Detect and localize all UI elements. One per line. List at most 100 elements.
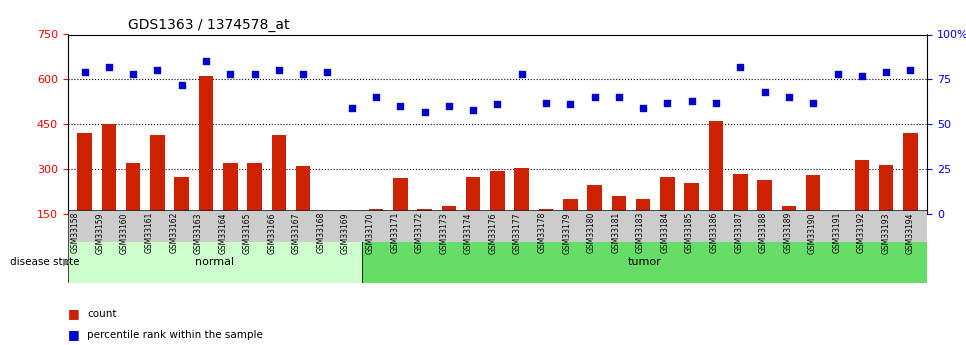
- Text: disease state: disease state: [10, 257, 79, 267]
- Bar: [733, 174, 748, 259]
- Point: [490, 102, 505, 107]
- Point: [514, 71, 529, 77]
- Bar: [175, 177, 189, 259]
- Bar: [296, 166, 310, 259]
- Bar: [611, 196, 626, 259]
- Bar: [660, 177, 675, 259]
- Text: GSM33181: GSM33181: [611, 212, 620, 253]
- Bar: [587, 186, 602, 259]
- Bar: [539, 209, 554, 259]
- Bar: [879, 165, 894, 259]
- Point: [247, 71, 263, 77]
- Bar: [806, 175, 820, 259]
- Bar: [855, 160, 869, 259]
- Point: [902, 68, 918, 73]
- Text: GSM33161: GSM33161: [145, 212, 154, 253]
- Point: [684, 98, 699, 104]
- Point: [198, 59, 213, 64]
- Bar: [199, 76, 213, 259]
- FancyBboxPatch shape: [68, 241, 362, 283]
- Point: [781, 95, 797, 100]
- Bar: [271, 135, 286, 259]
- Point: [611, 95, 627, 100]
- FancyBboxPatch shape: [68, 210, 927, 241]
- Bar: [417, 209, 432, 259]
- Point: [466, 107, 481, 112]
- Text: GSM33194: GSM33194: [906, 212, 915, 254]
- Text: ▶: ▶: [63, 257, 71, 267]
- Point: [368, 95, 384, 100]
- Point: [101, 64, 117, 70]
- Text: GSM33166: GSM33166: [268, 212, 276, 254]
- Text: GSM33185: GSM33185: [685, 212, 694, 253]
- Point: [660, 100, 675, 106]
- Point: [562, 102, 578, 107]
- Text: ■: ■: [68, 307, 79, 321]
- Text: GSM33170: GSM33170: [366, 212, 375, 254]
- Bar: [393, 178, 408, 259]
- Text: GSM33193: GSM33193: [882, 212, 891, 254]
- Bar: [563, 199, 578, 259]
- Bar: [781, 206, 796, 259]
- Point: [320, 69, 335, 75]
- Text: GSM33165: GSM33165: [242, 212, 252, 254]
- Text: GSM33190: GSM33190: [808, 212, 817, 254]
- Point: [392, 104, 408, 109]
- Bar: [223, 163, 238, 259]
- Point: [587, 95, 603, 100]
- Text: ■: ■: [68, 328, 79, 341]
- Bar: [101, 124, 116, 259]
- Bar: [830, 213, 845, 259]
- Point: [757, 89, 773, 95]
- Text: normal: normal: [195, 257, 235, 267]
- Bar: [247, 163, 262, 259]
- Point: [222, 71, 238, 77]
- Bar: [636, 199, 650, 259]
- Text: GSM33188: GSM33188: [758, 212, 768, 253]
- Bar: [466, 177, 480, 259]
- Point: [77, 69, 93, 75]
- Text: GSM33176: GSM33176: [489, 212, 497, 254]
- Text: GSM33160: GSM33160: [120, 212, 129, 254]
- Bar: [126, 163, 140, 259]
- Text: count: count: [87, 309, 117, 319]
- Point: [708, 100, 724, 106]
- Bar: [150, 135, 165, 259]
- Text: GSM33189: GSM33189: [783, 212, 792, 253]
- Text: GSM33177: GSM33177: [513, 212, 522, 254]
- Text: GSM33168: GSM33168: [317, 212, 326, 253]
- Bar: [515, 168, 529, 259]
- Text: GSM33159: GSM33159: [96, 212, 104, 254]
- Text: GSM33164: GSM33164: [218, 212, 227, 254]
- Text: GSM33180: GSM33180: [586, 212, 596, 253]
- Text: GSM33172: GSM33172: [414, 212, 424, 253]
- Text: GSM33187: GSM33187: [734, 212, 743, 253]
- Text: GSM33183: GSM33183: [636, 212, 645, 253]
- Text: GSM33171: GSM33171: [390, 212, 399, 253]
- Point: [174, 82, 189, 88]
- Bar: [685, 183, 699, 259]
- Point: [878, 69, 894, 75]
- Text: GSM33163: GSM33163: [194, 212, 203, 254]
- Bar: [903, 133, 918, 259]
- Text: GDS1363 / 1374578_at: GDS1363 / 1374578_at: [128, 18, 289, 32]
- Point: [417, 109, 433, 115]
- Point: [732, 64, 748, 70]
- Text: GSM33167: GSM33167: [292, 212, 301, 254]
- Point: [296, 71, 311, 77]
- Text: GSM33158: GSM33158: [71, 212, 80, 253]
- Text: GSM33179: GSM33179: [562, 212, 571, 254]
- Point: [126, 71, 141, 77]
- Point: [344, 105, 359, 111]
- Text: GSM33162: GSM33162: [169, 212, 178, 253]
- Point: [150, 68, 165, 73]
- Text: GSM33178: GSM33178: [538, 212, 547, 253]
- Bar: [369, 209, 384, 259]
- FancyBboxPatch shape: [362, 241, 927, 283]
- Text: GSM33184: GSM33184: [661, 212, 669, 253]
- Point: [271, 68, 287, 73]
- Point: [538, 100, 554, 106]
- Text: GSM33174: GSM33174: [464, 212, 473, 254]
- Bar: [345, 213, 359, 259]
- Text: GSM33191: GSM33191: [833, 212, 841, 253]
